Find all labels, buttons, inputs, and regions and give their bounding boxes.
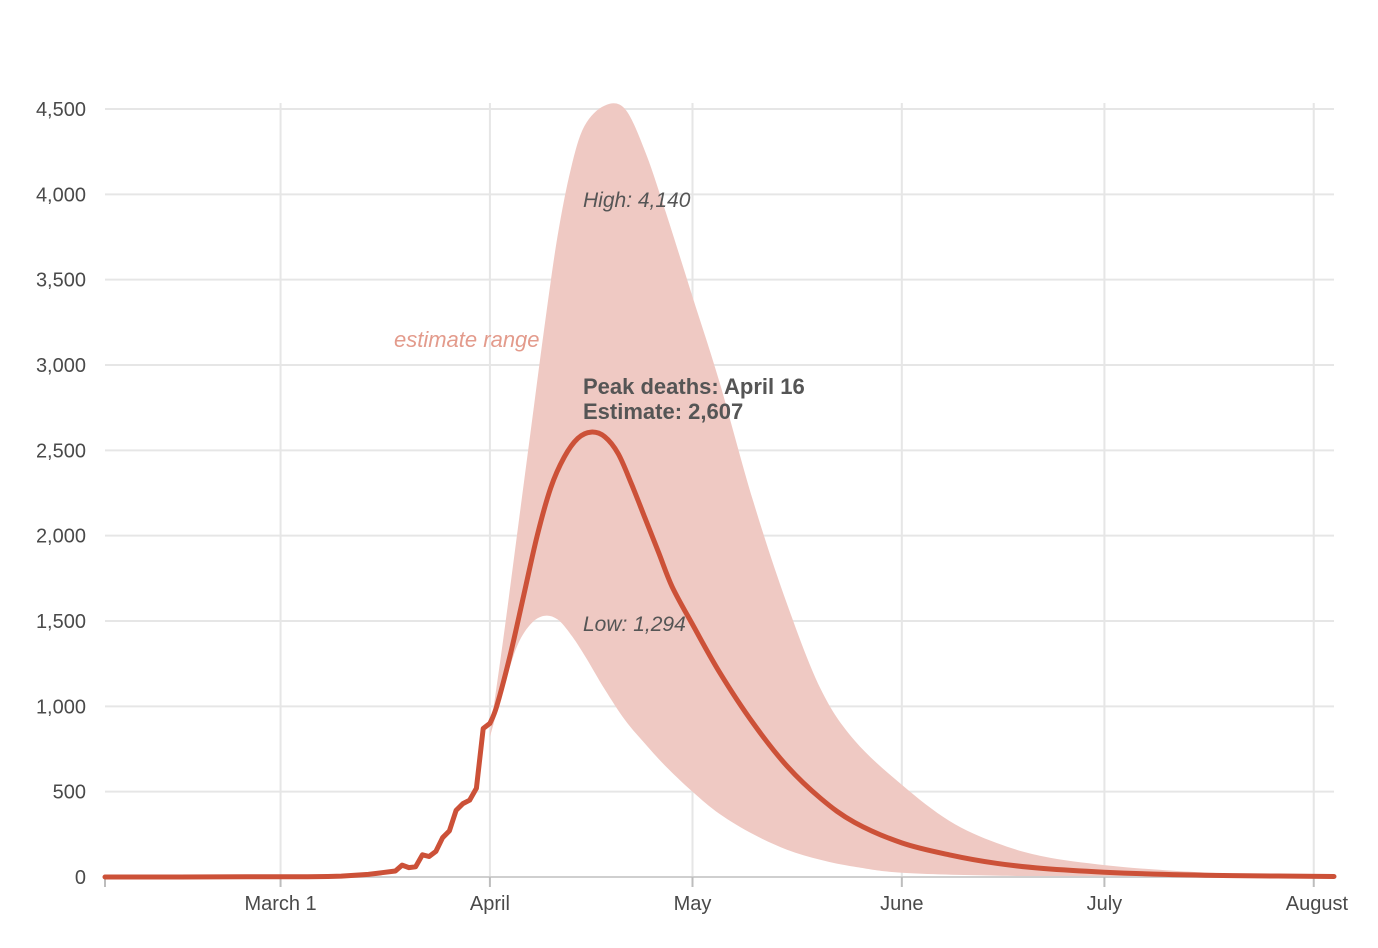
- x-tick-label: August: [1286, 893, 1349, 915]
- estimate-range-label: estimate range: [394, 327, 540, 352]
- y-tick-label: 2,000: [36, 526, 86, 548]
- high-annotation: High: 4,140: [583, 189, 691, 212]
- deaths-estimate-line: [102, 429, 1337, 880]
- y-tick-label: 500: [53, 782, 86, 804]
- x-tick-label: July: [1087, 893, 1123, 915]
- x-tick-label: June: [880, 893, 923, 915]
- peak-estimate-annotation: Estimate: 2,607: [583, 399, 743, 424]
- y-tick-label: 1,500: [36, 611, 86, 633]
- y-tick-label: 0: [75, 867, 86, 889]
- x-tick-label: March 1: [244, 893, 316, 915]
- y-tick-label: 1,000: [36, 696, 86, 718]
- x-tick-label: April: [470, 893, 510, 915]
- x-axis-labels: March 1 April May June July August: [244, 893, 1348, 915]
- x-tick-label: May: [674, 893, 712, 915]
- y-tick-label: 3,000: [36, 355, 86, 377]
- y-tick-label: 3,500: [36, 270, 86, 292]
- y-tick-label: 4,500: [36, 99, 86, 121]
- y-tick-label: 2,500: [36, 440, 86, 462]
- peak-deaths-annotation: Peak deaths: April 16: [583, 374, 805, 399]
- y-tick-label: 4,000: [36, 184, 86, 206]
- y-axis-labels: 0 500 1,000 1,500 2,000 2,500 3,000 3,500 4,000 4…: [36, 99, 86, 889]
- low-annotation: Low: 1,294: [583, 613, 686, 636]
- estimate-range-band: [489, 103, 1334, 878]
- x-gridlines: [279, 103, 1315, 877]
